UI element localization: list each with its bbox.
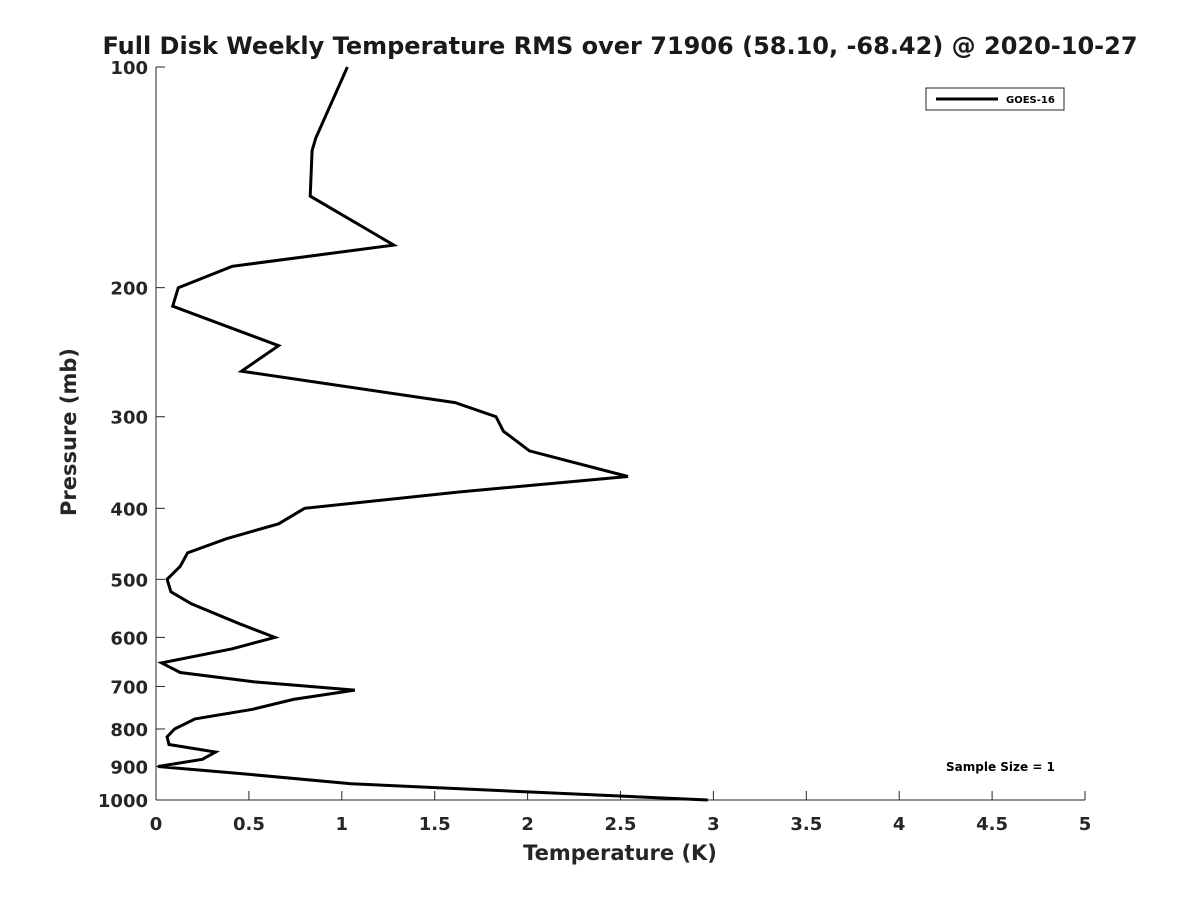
x-axis-ticks: 0 0.5 1 1.5 2 2.5 3 3.5 4 4.5 5: [150, 791, 1092, 835]
y-axis-ticks: 100 200 300 400 500 600 700 800 900 1000: [98, 58, 165, 812]
y-tick-label: 800: [110, 720, 148, 741]
sample-size-annotation: Sample Size = 1: [946, 760, 1055, 774]
y-axis-label: Pressure (mb): [57, 348, 81, 516]
x-tick-label: 0: [150, 814, 163, 835]
y-tick-label: 300: [110, 408, 148, 429]
legend-label-goes-16: GOES-16: [1006, 95, 1055, 106]
y-tick-label: 500: [110, 570, 148, 591]
x-tick-label: 4: [893, 814, 906, 835]
x-axis-label: Temperature (K): [523, 841, 717, 865]
series-line-goes-16: [157, 66, 708, 802]
x-tick-label: 1.5: [419, 814, 451, 835]
y-tick-label: 100: [110, 58, 148, 79]
x-tick-label: 1: [336, 814, 349, 835]
x-tick-label: 2.5: [605, 814, 637, 835]
y-tick-label: 200: [110, 279, 148, 300]
x-tick-label: 3: [707, 814, 720, 835]
legend: GOES-16: [925, 87, 1065, 111]
y-tick-label: 1000: [98, 791, 148, 812]
chart-title: Full Disk Weekly Temperature RMS over 71…: [102, 32, 1137, 60]
y-tick-label: 900: [110, 757, 148, 778]
y-tick-label: 400: [110, 499, 148, 520]
y-tick-label: 600: [110, 628, 148, 649]
x-tick-label: 4.5: [976, 814, 1008, 835]
axes: [155, 67, 1085, 801]
x-tick-label: 5: [1079, 814, 1092, 835]
x-tick-label: 3.5: [790, 814, 822, 835]
y-tick-label: 700: [110, 677, 148, 698]
x-tick-label: 2: [521, 814, 534, 835]
series-layer: [157, 66, 708, 802]
x-tick-label: 0.5: [233, 814, 265, 835]
